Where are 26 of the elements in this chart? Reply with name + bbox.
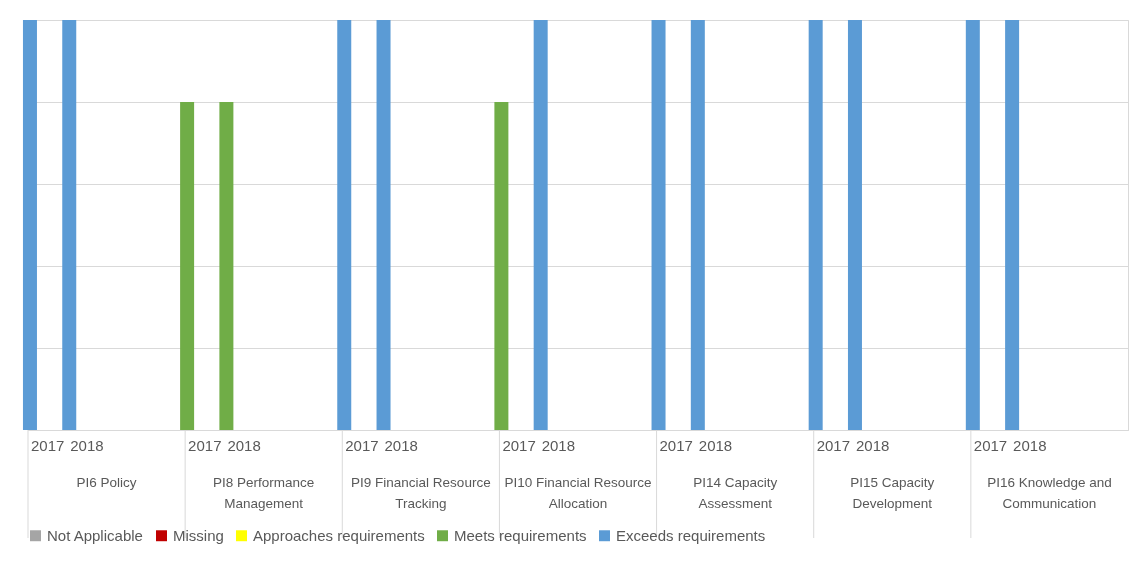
- legend-label: Not Applicable: [47, 526, 143, 544]
- text: PI10 Financial Resource Allocation: [504, 475, 652, 511]
- x-tick-label: 2018: [698, 436, 733, 454]
- text: PI15 Capacity Development: [850, 475, 935, 511]
- x-tick-label: 2017: [973, 436, 1008, 454]
- legend-label: Missing: [173, 526, 224, 544]
- text: PI16 Knowledge and Communication: [987, 475, 1112, 511]
- text: PI6 Policy: [76, 475, 137, 490]
- x-tick-label: 2017: [30, 436, 65, 454]
- text: PI8 Performance Management: [213, 475, 315, 511]
- x-tick-label: 2017: [345, 436, 379, 454]
- x-tick-label: 2018: [541, 436, 576, 454]
- x-tick-label: 2017: [659, 436, 693, 454]
- legend-label: Meets requirements: [454, 526, 587, 544]
- text: PI14 Capacity Assessment: [693, 475, 778, 511]
- text: PI9 Financial Resource Tracking: [351, 475, 491, 511]
- x-tick-label: 2018: [384, 436, 418, 454]
- legend-label: Approaches requirements: [253, 526, 425, 544]
- x-tick-label: 2018: [70, 436, 104, 454]
- x-tick-label: 2017: [816, 436, 851, 454]
- x-tick-label: 2017: [188, 436, 222, 454]
- x-tick-label: 2018: [227, 436, 261, 454]
- x-tick-label: 2017: [502, 436, 536, 454]
- x-tick-label: 2018: [1013, 436, 1047, 454]
- legend-label: Exceeds requirements: [616, 526, 766, 544]
- x-tick-label: 2018: [855, 436, 890, 454]
